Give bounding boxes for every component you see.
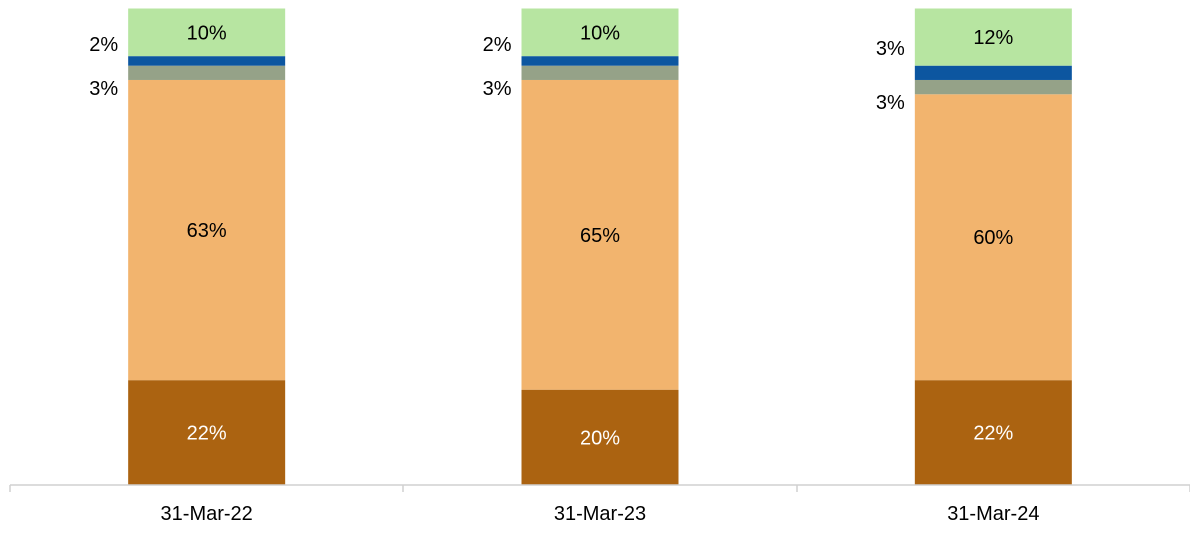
data-label: 10%	[187, 22, 227, 44]
data-label: 3%	[876, 92, 905, 114]
data-label: 22%	[973, 423, 1013, 445]
data-label: 20%	[580, 427, 620, 449]
bar-segment	[128, 56, 286, 66]
bar-segment	[521, 79, 679, 390]
data-label: 65%	[580, 225, 620, 247]
x-tick-label: 31-Mar-22	[161, 503, 253, 525]
bar-segment	[914, 94, 1072, 381]
data-labels-layer: 22% 63% 3% 2% 10% 20% 65% 3% 2% 10% 22% 60% 3% 3% 12%	[89, 22, 1013, 449]
bar-segment	[914, 79, 1072, 95]
bar-segment	[914, 65, 1072, 80]
data-label: 60%	[973, 227, 1013, 249]
data-label: 10%	[580, 22, 620, 44]
bar-segment	[521, 8, 679, 57]
data-label: 3%	[89, 78, 118, 100]
data-label: 2%	[483, 34, 512, 56]
bar-segment	[914, 380, 1072, 485]
bar-segment	[128, 65, 286, 80]
bar-segment	[914, 8, 1072, 66]
bar-segment	[521, 65, 679, 80]
bar-segment	[128, 380, 286, 485]
x-axis: 31-Mar-22 31-Mar-23 31-Mar-24	[9, 484, 1190, 525]
data-label: 22%	[187, 423, 227, 445]
bar-segment	[521, 389, 679, 485]
x-tick-label: 31-Mar-24	[947, 503, 1039, 525]
bars-layer	[128, 8, 1072, 485]
bar-segment	[128, 79, 286, 381]
bar-segment	[128, 8, 286, 57]
data-label: 3%	[876, 38, 905, 60]
bar-segment	[521, 56, 679, 66]
data-label: 3%	[483, 78, 512, 100]
data-label: 63%	[187, 220, 227, 242]
data-label: 12%	[973, 27, 1013, 49]
data-label: 2%	[89, 34, 118, 56]
x-tick-label: 31-Mar-23	[554, 503, 646, 525]
